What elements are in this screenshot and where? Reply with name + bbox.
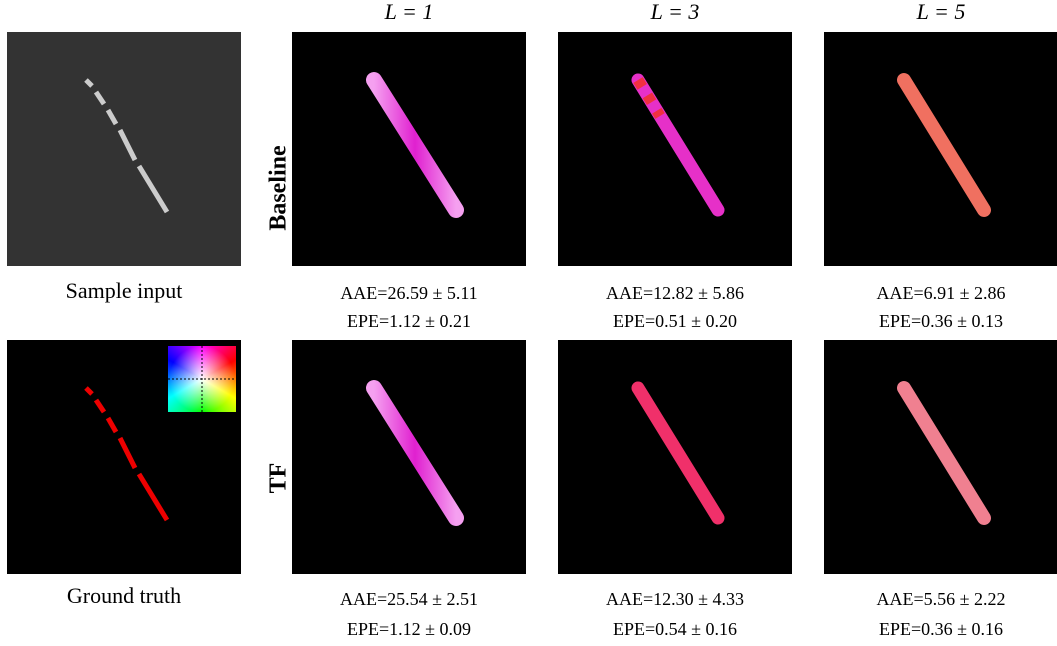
caption: Ground truth — [67, 583, 181, 608]
metric-epe: EPE=0.51 ± 0.20 — [613, 311, 737, 331]
column-header: L = 5 — [916, 0, 966, 24]
metric-aae: AAE=12.82 ± 5.86 — [606, 283, 744, 303]
metric-epe: EPE=1.12 ± 0.09 — [347, 619, 471, 639]
metric-aae: AAE=6.91 ± 2.86 — [876, 283, 1005, 303]
flow-bar — [897, 73, 991, 217]
wheel-axes — [168, 346, 236, 412]
sample-input-image — [7, 32, 241, 266]
metric-aae: AAE=25.54 ± 2.51 — [340, 589, 478, 609]
metric-aae: AAE=26.59 ± 5.11 — [340, 283, 477, 303]
metric-epe: EPE=0.36 ± 0.13 — [879, 311, 1003, 331]
flow-bar-detail — [633, 77, 665, 119]
flow-bar — [366, 380, 464, 526]
column-header: L = 1 — [384, 0, 434, 24]
sample-dashes — [84, 78, 170, 214]
metric-aae: AAE=5.56 ± 2.22 — [876, 589, 1005, 609]
column-header: L = 3 — [650, 0, 700, 24]
gt-dashes — [84, 386, 170, 522]
panels — [292, 32, 1057, 574]
row-label: Baseline — [266, 145, 292, 231]
metric-epe: EPE=0.54 ± 0.16 — [613, 619, 737, 639]
metric-epe: EPE=1.12 ± 0.21 — [347, 311, 471, 331]
metric-aae: AAE=12.30 ± 4.33 — [606, 589, 744, 609]
row-label: TF — [266, 463, 292, 494]
flow-bar — [366, 72, 464, 218]
flow-bar — [631, 381, 725, 525]
flow-bar — [897, 381, 991, 525]
caption: Sample input — [66, 278, 183, 303]
metric-epe: EPE=0.36 ± 0.16 — [879, 619, 1003, 639]
